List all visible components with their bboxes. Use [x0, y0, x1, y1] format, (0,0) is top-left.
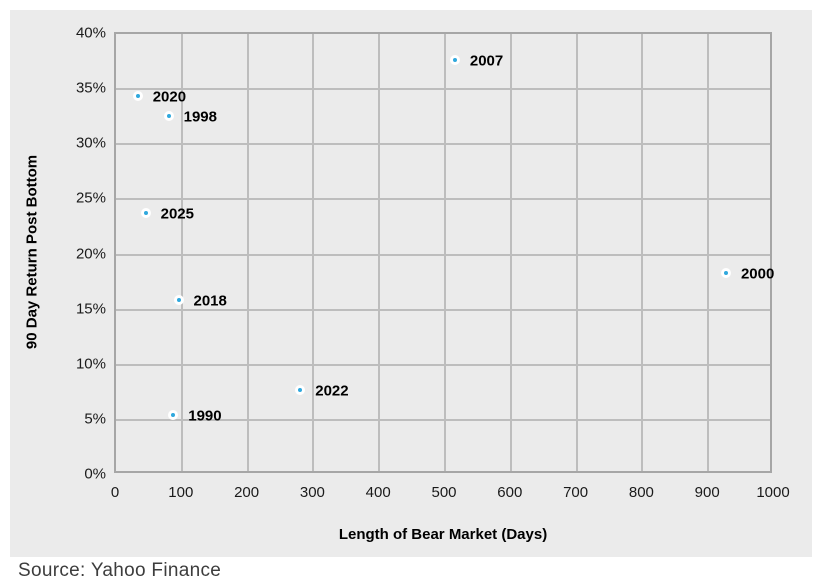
y-axis-title: 90 Day Return Post Bottom [23, 154, 41, 350]
x-tick-label: 300 [299, 484, 325, 501]
grid-line-vertical [312, 34, 315, 471]
data-point-2022 [295, 385, 306, 396]
data-point-2000 [720, 268, 731, 279]
grid-line-vertical [707, 34, 710, 471]
y-tick-label: 30% [75, 134, 106, 152]
grid-line-horizontal [116, 308, 770, 311]
grid-line-horizontal [116, 363, 770, 366]
grid-line-horizontal [116, 253, 770, 256]
grid-line-vertical [378, 34, 381, 471]
x-tick-label: 600 [497, 484, 523, 501]
data-point-label-2018: 2018 [193, 292, 227, 310]
y-tick-label: 20% [75, 245, 106, 262]
data-point-2025 [140, 207, 151, 218]
x-tick-label: 400 [365, 484, 391, 501]
x-axis-title: Length of Bear Market (Days) [338, 526, 548, 543]
grid-line-vertical [575, 34, 578, 471]
y-tick-label: 25% [75, 189, 106, 207]
source-attribution: Source: Yahoo Finance [18, 560, 222, 581]
data-point-1998 [163, 110, 174, 121]
data-point-label-2007: 2007 [469, 52, 504, 70]
y-tick-label: 40% [75, 24, 106, 42]
data-point-label-2025: 2025 [160, 205, 194, 223]
grid-line-horizontal [116, 88, 770, 91]
x-tick-label: 0 [110, 484, 120, 501]
grid-line-vertical [180, 34, 183, 471]
x-tick-label: 800 [628, 484, 654, 501]
x-tick-label: 700 [563, 484, 589, 501]
plot-area: 2020 1998 2025 2018 1990 2022 2007 2000 [114, 32, 775, 473]
y-tick-label: 15% [75, 300, 106, 318]
grid-line-vertical [509, 34, 512, 471]
x-tick-label: 100 [168, 484, 194, 501]
x-tick-label: 200 [234, 484, 260, 501]
grid-line-horizontal [116, 198, 770, 201]
grid-line-vertical [444, 34, 446, 471]
data-point-2020 [132, 90, 143, 101]
x-tick-label: 1000 [756, 484, 790, 501]
grid-line-vertical [246, 34, 249, 471]
data-point-2018 [173, 294, 184, 305]
grid-line-vertical [641, 34, 644, 471]
data-point-label-2000: 2000 [740, 265, 775, 283]
data-point-label-1990: 1990 [188, 407, 222, 425]
y-tick-label: 35% [75, 79, 106, 97]
y-tick-label: 10% [75, 355, 106, 373]
data-point-label-2022: 2022 [315, 382, 349, 400]
grid-line-horizontal [116, 143, 770, 146]
y-tick-label: 5% [84, 410, 106, 428]
data-point-label-1998: 1998 [183, 108, 217, 126]
data-point-2007 [449, 55, 460, 66]
data-point-1990 [168, 410, 179, 421]
data-point-label-2020: 2020 [152, 88, 187, 106]
chart-panel: 2020 1998 2025 2018 1990 2022 2007 2000 0% 5% 10%… [10, 10, 812, 557]
y-tick-label: 0% [84, 465, 106, 483]
x-tick-label: 500 [431, 484, 457, 501]
grid-line-horizontal [116, 418, 770, 421]
x-tick-label: 900 [694, 484, 720, 501]
